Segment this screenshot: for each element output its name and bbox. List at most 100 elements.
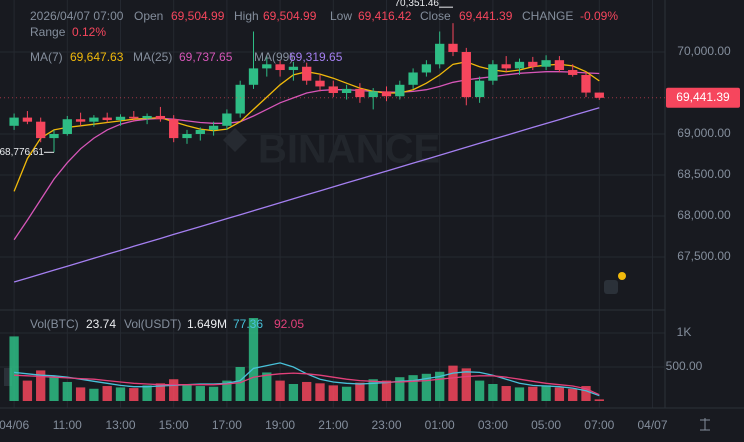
- volume-bar: [474, 380, 485, 401]
- header-text: 69,416.42: [358, 9, 412, 23]
- header-text: 0.12%: [72, 25, 106, 39]
- candle-body: [488, 64, 498, 81]
- volume-bar: [435, 371, 445, 401]
- watermark-logo: [223, 128, 247, 152]
- y-tick-label: 68,000.00: [677, 208, 731, 222]
- collapse-button[interactable]: [4, 368, 12, 386]
- price-tag: [666, 87, 740, 108]
- candle-body: [421, 64, 432, 73]
- volume-bar: [9, 336, 19, 401]
- price-tag-label: 69,441.39: [676, 90, 730, 104]
- volume-ma-line: [14, 372, 600, 396]
- notification-dot: [618, 272, 626, 280]
- candle-body: [474, 80, 485, 98]
- ma-line: [13, 71, 600, 241]
- volume-bar: [514, 387, 525, 401]
- x-tick-label: 05:00: [531, 418, 561, 432]
- volume-bar: [288, 384, 299, 401]
- candle-body: [581, 74, 591, 93]
- candle-body: [129, 116, 139, 119]
- candle-body: [142, 115, 152, 119]
- candle-body: [328, 86, 338, 93]
- volume-bar: [461, 368, 471, 401]
- y-tick-label: 69,000.00: [677, 126, 731, 140]
- candle-body: [594, 92, 604, 98]
- candle-body: [22, 117, 33, 122]
- candle-body: [155, 115, 166, 120]
- candle-body: [235, 84, 245, 114]
- volume-bar: [341, 386, 352, 401]
- candle-body: [169, 119, 179, 139]
- candle-body: [302, 66, 312, 81]
- volume-bar: [115, 387, 126, 401]
- candle-body: [554, 60, 565, 71]
- candle-body: [275, 64, 285, 71]
- legend-label: MA(7): [30, 50, 63, 64]
- volume-tick-label: 1K: [677, 325, 692, 339]
- y-tick-label: 67,500.00: [677, 249, 731, 263]
- x-tick-label: 07:00: [584, 418, 614, 432]
- header-text: Close: [420, 9, 451, 23]
- candle-body: [315, 80, 325, 87]
- volume-bar: [381, 380, 392, 401]
- volume-bar: [49, 377, 59, 401]
- candle-body: [248, 68, 259, 85]
- header-text: Range: [30, 25, 66, 39]
- volume-bar: [488, 384, 498, 401]
- volume-bar: [355, 382, 365, 401]
- x-tick-label: 13:00: [105, 418, 135, 432]
- volume-bar: [75, 387, 86, 401]
- y-tick-label: 70,000.00: [677, 44, 731, 58]
- volume-bar: [36, 370, 46, 401]
- icon[interactable]: [604, 280, 618, 294]
- volume-ma-value: 92.05: [274, 317, 304, 331]
- x-tick-label: 11:00: [53, 418, 82, 432]
- volume-bar: [102, 386, 112, 401]
- x-tick-label: 01:00: [425, 418, 455, 432]
- volume-bar: [408, 375, 418, 401]
- volume-bar: [501, 386, 511, 401]
- candle-body: [355, 88, 365, 98]
- x-tick-label: 04/07: [637, 418, 667, 432]
- volume-bar: [421, 373, 432, 401]
- volume-bar: [275, 380, 285, 401]
- volume-tick-label: 500.00: [666, 359, 703, 373]
- volume-bar: [169, 379, 179, 401]
- ma-line: [13, 107, 600, 283]
- header-text: CHANGE: [522, 9, 573, 23]
- layout: [0, 0, 744, 431]
- x-tick-label: 17:00: [212, 418, 242, 432]
- candle-body: [568, 70, 578, 75]
- volume-bar: [22, 380, 33, 401]
- candle-body: [528, 61, 538, 67]
- volume-bar: [395, 377, 405, 401]
- candle-body: [182, 133, 192, 139]
- x-tick-label: 15:00: [159, 418, 189, 432]
- watermark: BINANCE: [258, 128, 440, 172]
- candle-body: [75, 119, 86, 122]
- header-text: 69,504.99: [171, 9, 225, 23]
- volume-bar: [528, 386, 538, 401]
- candle-body: [501, 64, 511, 69]
- legend-value: 69,737.65: [179, 50, 233, 64]
- low-annotation: 68,776.61: [0, 147, 44, 158]
- scroll-icon[interactable]: [700, 418, 710, 431]
- header-text: 2026/04/07 07:00: [30, 9, 124, 23]
- candle-body: [208, 125, 219, 130]
- legend-value: 69,319.65: [289, 50, 343, 64]
- header-text: Low: [330, 9, 352, 23]
- candle-body: [262, 64, 272, 69]
- candle-body: [461, 51, 471, 98]
- header-text: 69,441.39: [459, 9, 513, 23]
- candle-body: [381, 91, 392, 97]
- volume-bar: [568, 388, 578, 401]
- volume-bar: [302, 381, 312, 401]
- volume-bar: [448, 365, 458, 401]
- header-text: Open: [134, 9, 163, 23]
- x-tick-label: 23:00: [371, 418, 401, 432]
- volume-bar: [62, 381, 72, 401]
- candle-body: [195, 129, 205, 134]
- volume-bar: [541, 385, 551, 401]
